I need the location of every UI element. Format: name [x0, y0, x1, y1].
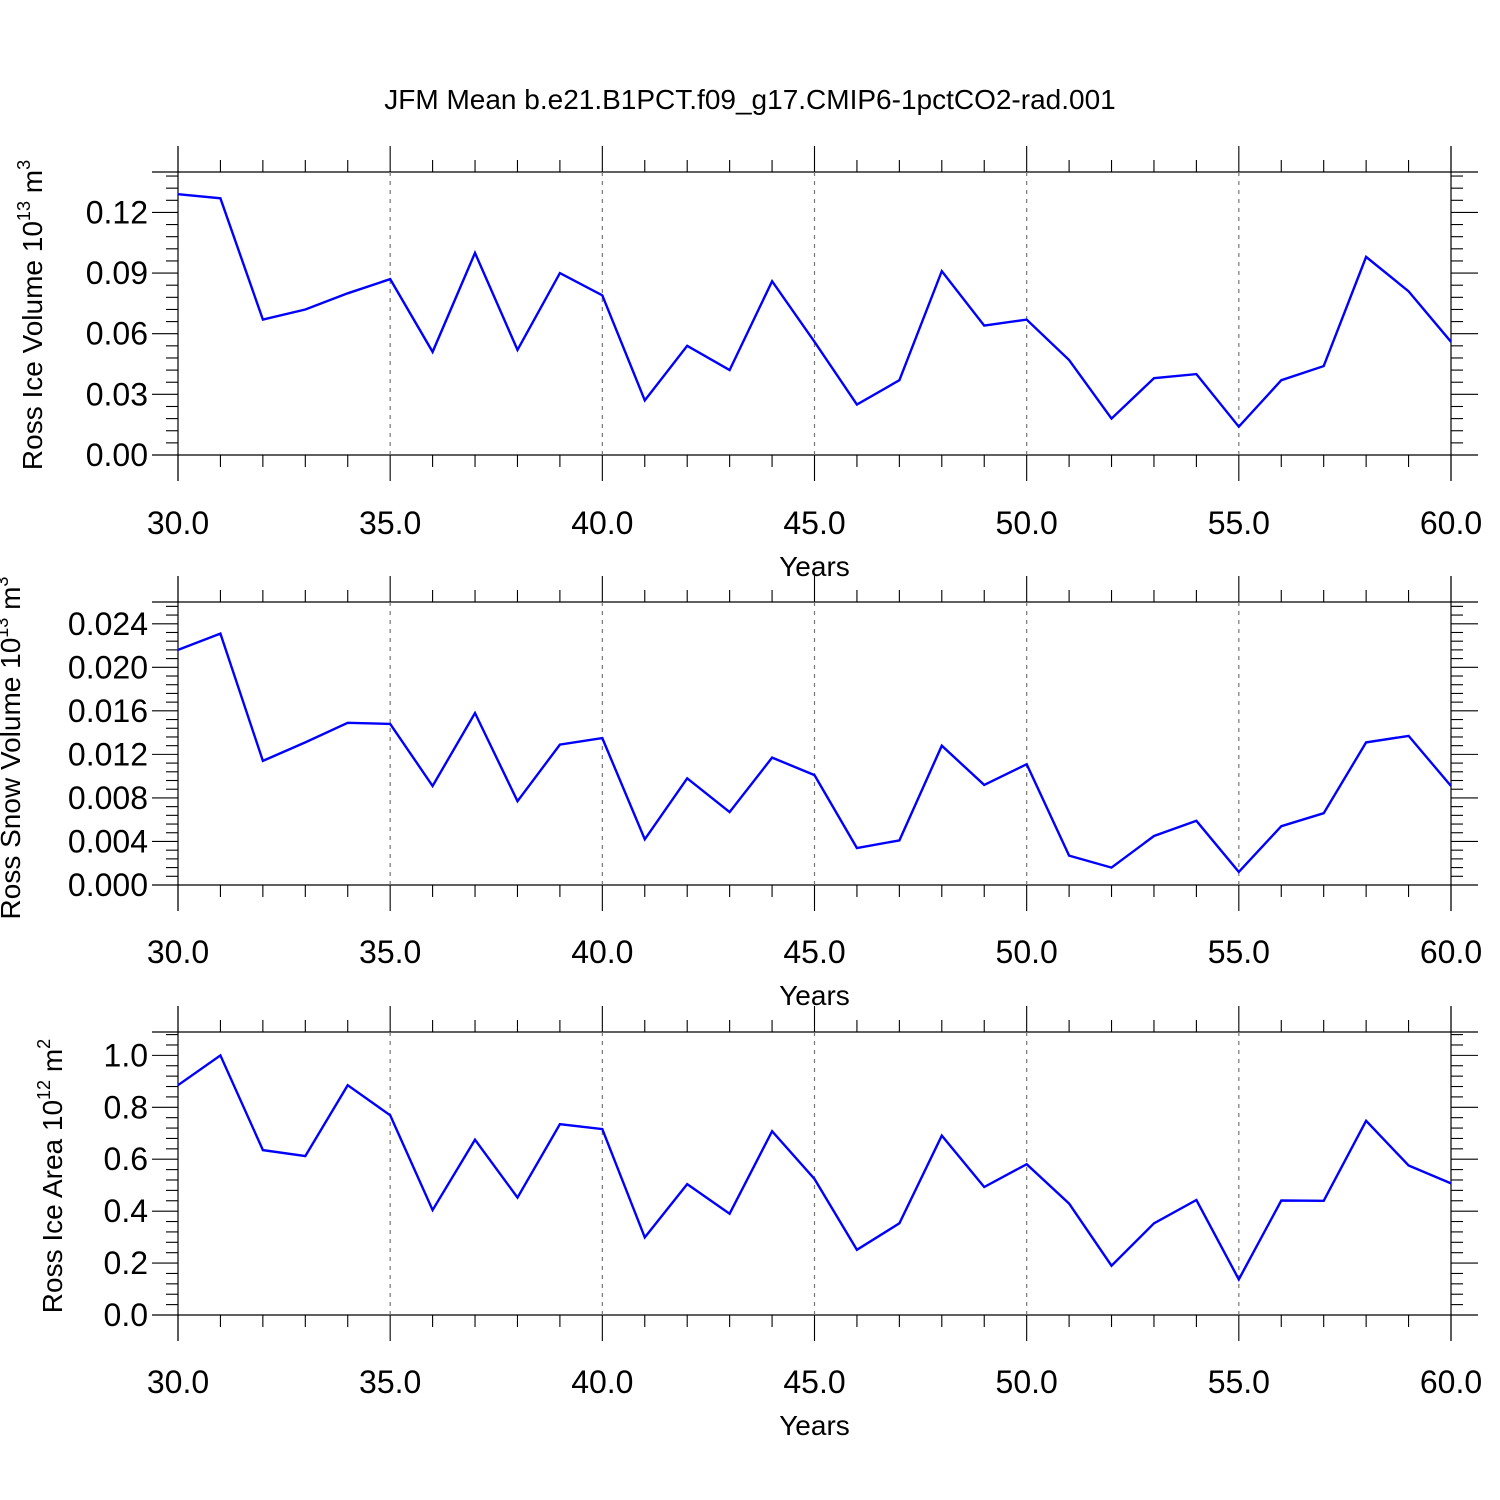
x-tick-label: 30.0	[147, 505, 209, 541]
panels: 30.0 35.0 40.0 45.0 50.0 55.0 60.00.000.030.06…	[0, 146, 1482, 1441]
y-tick-label: 0.012	[68, 736, 148, 772]
y-tick-label: 0.2	[104, 1245, 148, 1281]
x-tick-label: 30.0	[147, 934, 209, 970]
y-tick-label: 0.6	[104, 1141, 148, 1177]
x-tick-label: 50.0	[996, 934, 1058, 970]
panel-ice-volume: 30.0 35.0 40.0 45.0 50.0 55.0 60.0 0.00 0.03 0.06…	[14, 146, 1482, 582]
x-tick-label: 35.0	[359, 1364, 421, 1400]
y-tick-label: 0.03	[86, 376, 148, 412]
x-tick-label: 45.0	[783, 934, 845, 970]
x-tick-label: 50.0	[996, 1364, 1058, 1400]
y-tick-label: 0.020	[68, 649, 148, 685]
x-tick-label: 40.0	[571, 505, 633, 541]
x-tick-label: 60.0	[1420, 934, 1482, 970]
x-tick-label: 60.0	[1420, 1364, 1482, 1400]
y-tick-label: 0.024	[68, 606, 148, 642]
x-tick-label: 45.0	[783, 1364, 845, 1400]
series-line-ice-volume	[177, 193, 1452, 429]
y-tick-label: 0.09	[86, 255, 148, 291]
y-tick-label: 0.008	[68, 780, 148, 816]
panel-snow-volume: 30.0 35.0 40.0 45.0 50.0 55.0 60.0 0.000 0.004 0.…	[0, 576, 1482, 1011]
y-tick-label: 1.0	[104, 1037, 148, 1073]
x-tick-label: 55.0	[1208, 934, 1270, 970]
x-tick-label: 50.0	[996, 505, 1058, 541]
panel-ice-area: 30.0 35.0 40.0 45.0 50.0 55.0 60.0 0.0 0.2 0.4 0.6…	[34, 1006, 1482, 1441]
x-tick-label: 30.0	[147, 1364, 209, 1400]
y-tick-label: 0.004	[68, 823, 148, 859]
x-tick-label: 45.0	[783, 505, 845, 541]
y-tick-label: 0.06	[86, 316, 148, 352]
series-line-ice-area	[177, 1053, 1452, 1282]
y-axis-title: Ross Ice Area 1012 m2	[34, 1039, 68, 1313]
y-tick-label: 0.016	[68, 693, 148, 729]
y-tick-label: 0.0	[104, 1297, 148, 1333]
x-tick-label: 60.0	[1420, 505, 1482, 541]
x-axis-title: Years	[779, 1410, 850, 1441]
x-tick-label: 55.0	[1208, 1364, 1270, 1400]
x-tick-label: 35.0	[359, 505, 421, 541]
x-tick-label: 55.0	[1208, 505, 1270, 541]
figure-title: JFM Mean b.e21.B1PCT.f09_g17.CMIP6-1pctC…	[384, 84, 1115, 115]
y-tick-label: 0.000	[68, 867, 148, 903]
x-tick-label: 40.0	[571, 1364, 633, 1400]
y-tick-label: 0.00	[86, 437, 148, 473]
x-tick-label: 40.0	[571, 934, 633, 970]
x-tick-label: 35.0	[359, 934, 421, 970]
x-axis-title: Years	[779, 980, 850, 1011]
y-tick-label: 0.4	[104, 1193, 148, 1229]
y-axis-title: Ross Snow Volume 1013 m3	[0, 577, 26, 920]
y-tick-label: 0.8	[104, 1089, 148, 1125]
y-tick-label: 0.12	[86, 194, 148, 230]
series-line-snow-volume	[177, 632, 1452, 874]
y-axis-title: Ross Ice Volume 1013 m3	[14, 160, 48, 470]
